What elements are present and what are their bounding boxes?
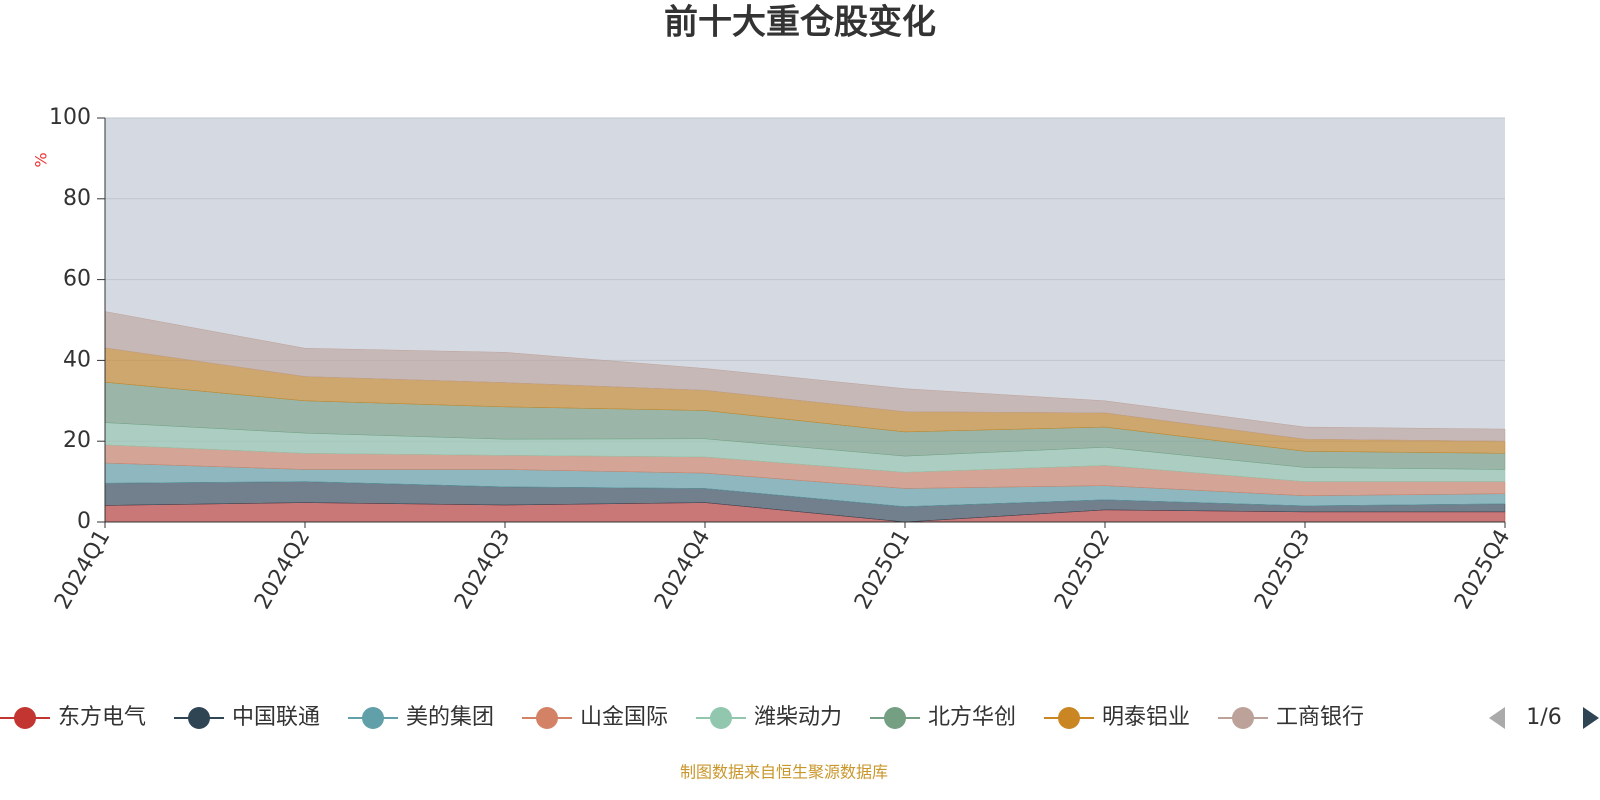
y-tick-label: 40	[63, 347, 91, 372]
legend-label[interactable]: 东方电气	[58, 705, 146, 730]
legend-label[interactable]: 中国联通	[232, 705, 320, 730]
legend-next[interactable]	[1583, 707, 1599, 729]
x-tick-label: 2024Q1	[50, 526, 115, 614]
legend-marker	[710, 707, 732, 729]
x-tick-label: 2025Q4	[1450, 526, 1515, 614]
y-tick-label: 0	[77, 509, 91, 534]
y-tick-label: 20	[63, 428, 91, 453]
legend-marker	[362, 707, 384, 729]
x-tick-label: 2025Q1	[850, 526, 915, 614]
x-tick-label: 2025Q2	[1050, 526, 1115, 614]
legend-label[interactable]: 工商银行	[1276, 705, 1364, 730]
legend-marker	[14, 707, 36, 729]
area	[104, 311, 1506, 442]
legend-label[interactable]: 山金国际	[580, 705, 668, 730]
y-tick-label: 60	[63, 267, 91, 292]
x-tick-label: 2024Q3	[450, 526, 515, 614]
y-axis-label: %	[32, 152, 51, 167]
legend-marker	[1232, 707, 1254, 729]
legend-marker	[536, 707, 558, 729]
y-tick-label: 100	[49, 105, 91, 130]
legend-marker	[188, 707, 210, 729]
legend-marker	[884, 707, 906, 729]
legend-label[interactable]: 明泰铝业	[1102, 705, 1190, 730]
x-tick-label: 2024Q4	[650, 526, 715, 614]
legend-label[interactable]: 北方华创	[928, 705, 1016, 730]
legend-marker	[1058, 707, 1080, 729]
legend-label[interactable]: 美的集团	[406, 705, 494, 730]
legend-page: 1/6	[1526, 705, 1561, 730]
x-tick-label: 2025Q3	[1250, 526, 1315, 614]
x-tick-label: 2024Q2	[250, 526, 315, 614]
y-tick-label: 80	[63, 186, 91, 211]
legend-prev[interactable]	[1489, 707, 1505, 729]
chart-title: 前十大重仓股变化	[664, 3, 936, 43]
legend-label[interactable]: 潍柴动力	[754, 705, 842, 730]
source-note: 制图数据来自恒生聚源数据库	[680, 763, 888, 782]
